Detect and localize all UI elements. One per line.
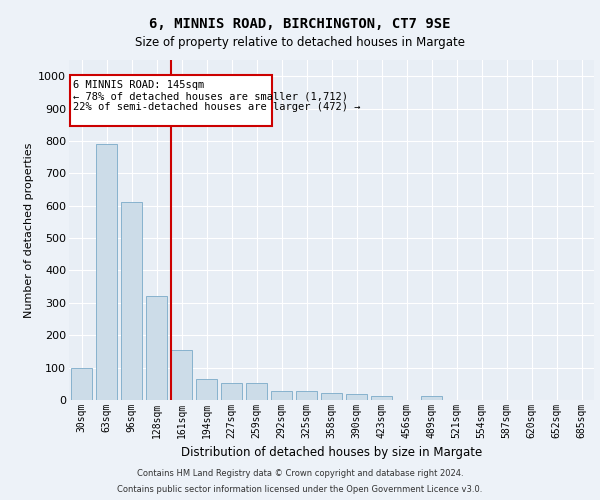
Text: ← 78% of detached houses are smaller (1,712): ← 78% of detached houses are smaller (1,… [73,92,348,102]
Bar [421,396,442,400]
Text: Size of property relative to detached houses in Margate: Size of property relative to detached ho… [135,36,465,49]
Text: 22% of semi-detached houses are larger (472) →: 22% of semi-detached houses are larger (… [73,102,361,113]
Bar [221,383,242,400]
Text: Contains HM Land Registry data © Crown copyright and database right 2024.: Contains HM Land Registry data © Crown c… [137,468,463,477]
Bar [346,394,367,400]
Y-axis label: Number of detached properties: Number of detached properties [24,142,34,318]
Bar [121,202,142,400]
Bar [196,379,217,400]
Text: Contains public sector information licensed under the Open Government Licence v3: Contains public sector information licen… [118,485,482,494]
Text: 6 MINNIS ROAD: 145sqm: 6 MINNIS ROAD: 145sqm [73,80,205,90]
Bar [296,391,317,400]
Bar [371,396,392,400]
Bar [96,144,117,400]
Bar [321,393,342,400]
Bar [146,296,167,400]
FancyBboxPatch shape [70,74,271,126]
Bar [171,350,192,400]
Text: 6, MINNIS ROAD, BIRCHINGTON, CT7 9SE: 6, MINNIS ROAD, BIRCHINGTON, CT7 9SE [149,18,451,32]
Bar [246,383,267,400]
X-axis label: Distribution of detached houses by size in Margate: Distribution of detached houses by size … [181,446,482,460]
Bar [271,391,292,400]
Bar [71,368,92,400]
